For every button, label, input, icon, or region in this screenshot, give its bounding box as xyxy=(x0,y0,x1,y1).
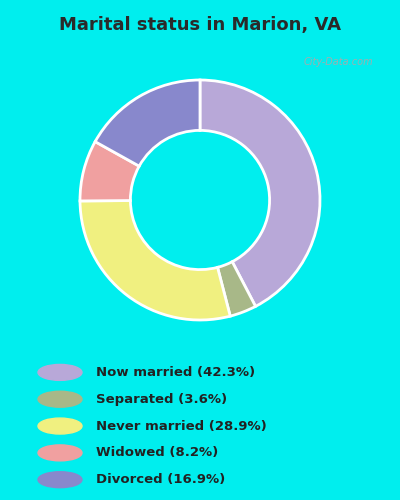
Text: Now married (42.3%): Now married (42.3%) xyxy=(96,366,255,379)
Wedge shape xyxy=(200,80,320,306)
Text: City-Data.com: City-Data.com xyxy=(303,58,373,68)
Wedge shape xyxy=(80,200,230,320)
Wedge shape xyxy=(95,80,200,166)
Text: Marital status in Marion, VA: Marital status in Marion, VA xyxy=(59,16,341,34)
Circle shape xyxy=(38,391,82,407)
Text: Widowed (8.2%): Widowed (8.2%) xyxy=(96,446,218,460)
Circle shape xyxy=(38,445,82,461)
Circle shape xyxy=(38,418,82,434)
Text: Divorced (16.9%): Divorced (16.9%) xyxy=(96,473,225,486)
Circle shape xyxy=(38,472,82,488)
Wedge shape xyxy=(80,142,139,201)
Circle shape xyxy=(38,364,82,380)
Text: Never married (28.9%): Never married (28.9%) xyxy=(96,420,267,432)
Wedge shape xyxy=(218,262,256,316)
Text: Separated (3.6%): Separated (3.6%) xyxy=(96,392,227,406)
